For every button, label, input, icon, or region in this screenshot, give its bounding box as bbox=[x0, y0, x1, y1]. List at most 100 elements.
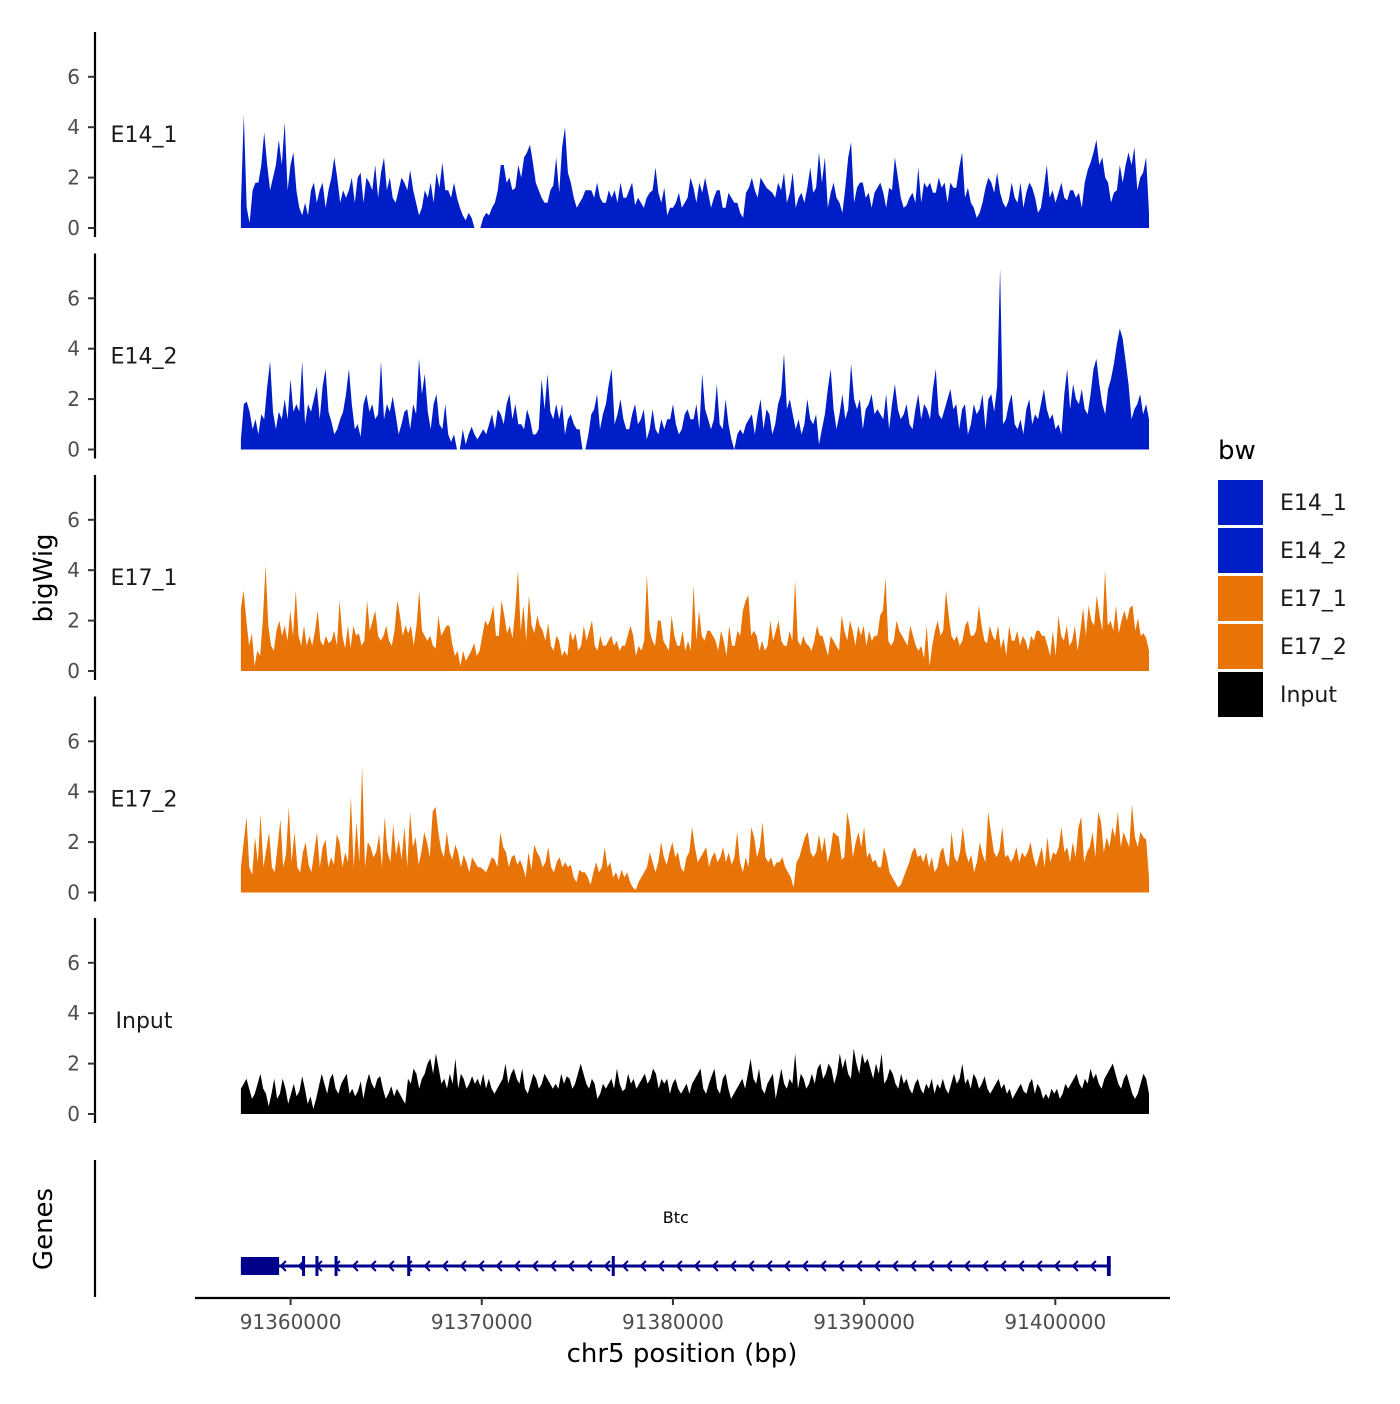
x-tick-label: 91390000 bbox=[813, 1310, 915, 1334]
y-tick-label: 0 bbox=[67, 659, 80, 683]
strand-arrow bbox=[963, 1260, 971, 1272]
gene-exon bbox=[407, 1256, 411, 1276]
coverage-area-E17_2 bbox=[240, 766, 1149, 893]
strand-arrow bbox=[675, 1260, 683, 1272]
x-tick-label: 91370000 bbox=[431, 1310, 533, 1334]
y-tick-label: 0 bbox=[67, 881, 80, 905]
x-tick-label: 91380000 bbox=[622, 1310, 724, 1334]
y-tick-label: 6 bbox=[67, 286, 80, 310]
gene-exon bbox=[302, 1256, 306, 1276]
strand-arrow bbox=[1053, 1260, 1061, 1272]
x-axis: 91360000 91370000 91380000 91390000 91400000 bbox=[195, 1296, 1170, 1334]
strand-arrow bbox=[729, 1260, 737, 1272]
legend-swatch bbox=[1218, 624, 1263, 669]
y-tick-label: 6 bbox=[67, 65, 80, 89]
y-tick-label: 6 bbox=[67, 508, 80, 532]
strand-arrow bbox=[873, 1260, 881, 1272]
strand-arrow bbox=[621, 1260, 629, 1272]
legend: bw E14_1 E14_2 E17_1 E17_2 Input bbox=[1218, 436, 1347, 717]
x-axis-title: chr5 position (bp) bbox=[567, 1339, 798, 1369]
coverage-area-E17_1 bbox=[240, 565, 1149, 671]
legend-swatch bbox=[1218, 480, 1263, 525]
track-E14_1: 0 2 4 6 E14_1 bbox=[67, 32, 1149, 240]
strand-arrow bbox=[513, 1260, 521, 1272]
legend-label: E17_2 bbox=[1280, 635, 1347, 660]
strand-arrow bbox=[837, 1260, 845, 1272]
legend-label: E14_1 bbox=[1280, 491, 1347, 516]
strand-arrow bbox=[477, 1260, 485, 1272]
y-tick-label: 2 bbox=[67, 1052, 80, 1076]
strand-arrow bbox=[369, 1260, 377, 1272]
strand-arrow bbox=[351, 1260, 359, 1272]
gene-name-label: Btc bbox=[663, 1208, 689, 1227]
x-tick-label: 91400000 bbox=[1004, 1310, 1106, 1334]
y-tick-label: 0 bbox=[67, 438, 80, 462]
track-E14_2: 0 2 4 6 E14_2 bbox=[67, 253, 1149, 462]
strand-arrow bbox=[909, 1260, 917, 1272]
genes-panel-label: Genes bbox=[29, 1188, 59, 1270]
strand-arrow bbox=[1089, 1260, 1097, 1272]
strand-arrow bbox=[927, 1260, 935, 1272]
strand-arrow bbox=[981, 1260, 989, 1272]
tracks-layer: 0 2 4 6 E14_1 0 2 4 6 E14_2 0 2 4 6 E17_1 0 2 4 6 E17_2 0 2 4 6… bbox=[67, 32, 1149, 1126]
y-tick-label: 4 bbox=[67, 558, 80, 582]
strand-arrow bbox=[495, 1260, 503, 1272]
track-Input: 0 2 4 6 Input bbox=[67, 918, 1149, 1126]
strand-arrow bbox=[693, 1260, 701, 1272]
y-tick-label: 4 bbox=[67, 337, 80, 361]
strand-arrow bbox=[999, 1260, 1007, 1272]
strand-arrow bbox=[423, 1260, 431, 1272]
strand-arrow bbox=[387, 1260, 395, 1272]
strand-arrow bbox=[549, 1260, 557, 1272]
strand-arrow bbox=[405, 1260, 413, 1272]
strand-arrow bbox=[711, 1260, 719, 1272]
strand-arrow bbox=[567, 1260, 575, 1272]
y-tick-label: 6 bbox=[67, 951, 80, 975]
legend-label: E14_2 bbox=[1280, 539, 1347, 564]
y-tick-label: 4 bbox=[67, 115, 80, 139]
strand-arrow bbox=[441, 1260, 449, 1272]
legend-title: bw bbox=[1218, 436, 1256, 466]
x-tick-label: 91360000 bbox=[240, 1310, 342, 1334]
track-label: E14_2 bbox=[111, 345, 178, 370]
gene-exon bbox=[240, 1257, 280, 1275]
track-label: Input bbox=[116, 1009, 173, 1034]
strand-arrow bbox=[783, 1260, 791, 1272]
strand-arrow bbox=[945, 1260, 953, 1272]
track-label: E17_2 bbox=[111, 788, 178, 813]
strand-arrow bbox=[1071, 1260, 1079, 1272]
strand-arrow bbox=[657, 1260, 665, 1272]
gene-exon bbox=[334, 1256, 338, 1276]
strand-arrow bbox=[801, 1260, 809, 1272]
strand-arrow bbox=[603, 1260, 611, 1272]
strand-arrow bbox=[747, 1260, 755, 1272]
y-tick-label: 2 bbox=[67, 609, 80, 633]
y-tick-label: 6 bbox=[67, 729, 80, 753]
gene-exon bbox=[315, 1256, 319, 1276]
y-tick-label: 0 bbox=[67, 1102, 80, 1126]
y-tick-label: 4 bbox=[67, 1001, 80, 1025]
y-tick-label: 0 bbox=[67, 216, 80, 240]
y-tick-label: 2 bbox=[67, 166, 80, 190]
track-label: E14_1 bbox=[111, 123, 178, 148]
gene-exon bbox=[611, 1256, 615, 1276]
genes-panel: Btc bbox=[93, 1160, 1111, 1297]
coverage-area-E14_2 bbox=[240, 268, 1149, 450]
strand-arrow bbox=[819, 1260, 827, 1272]
y-axis-title: bigWig bbox=[29, 533, 59, 622]
legend-label: Input bbox=[1280, 683, 1337, 708]
strand-arrow bbox=[891, 1260, 899, 1272]
strand-arrow bbox=[531, 1260, 539, 1272]
legend-swatch bbox=[1218, 576, 1263, 621]
gene-exon bbox=[1106, 1256, 1111, 1276]
y-tick-label: 2 bbox=[67, 830, 80, 854]
track-E17_2: 0 2 4 6 E17_2 bbox=[67, 696, 1149, 905]
strand-arrow bbox=[765, 1260, 773, 1272]
track-label: E17_1 bbox=[111, 566, 178, 591]
track-E17_1: 0 2 4 6 E17_1 bbox=[67, 475, 1149, 683]
strand-arrow bbox=[279, 1260, 287, 1272]
strand-arrow bbox=[639, 1260, 647, 1272]
legend-swatch bbox=[1218, 672, 1263, 717]
strand-arrow bbox=[459, 1260, 467, 1272]
